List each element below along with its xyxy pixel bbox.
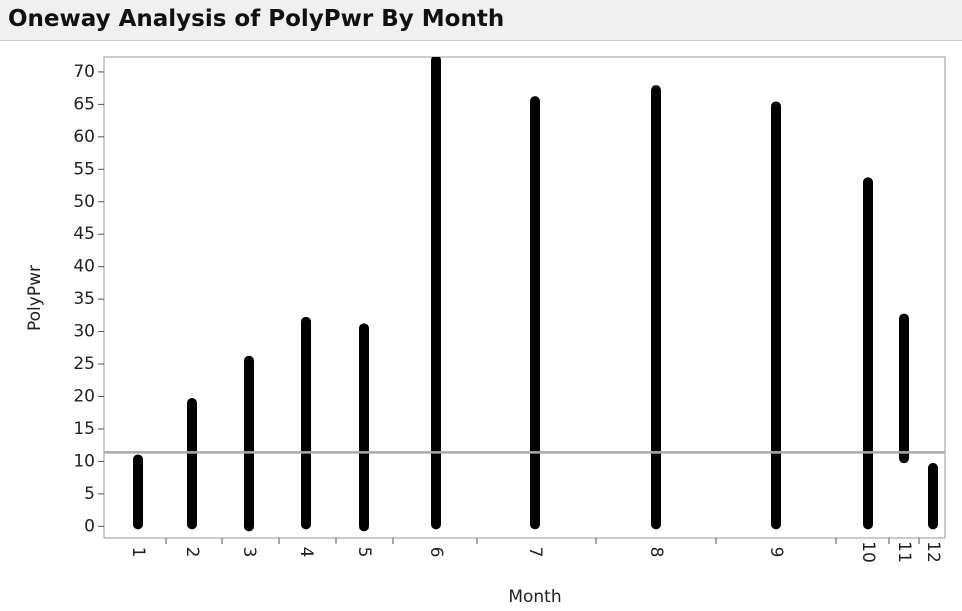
point-column: [187, 397, 197, 530]
y-tick-label: 60: [73, 127, 95, 147]
y-tick-label: 55: [73, 159, 95, 179]
x-tick-label: 11: [894, 541, 914, 563]
plot-frame: [103, 56, 946, 539]
x-tick-label: 2: [182, 547, 202, 558]
chart-title: Oneway Analysis of PolyPwr By Month: [8, 6, 505, 32]
y-tick-label: 25: [73, 354, 95, 374]
point-column: [863, 177, 873, 530]
y-tick-label: 45: [73, 224, 95, 244]
x-tick-label: 9: [766, 547, 786, 558]
y-axis-label: PolyPwr: [25, 265, 45, 331]
y-tick-label: 50: [73, 192, 95, 212]
point-column: [899, 313, 909, 464]
y-tick-label: 70: [73, 62, 95, 82]
x-axis-label: Month: [508, 587, 561, 607]
y-tick-label: 15: [73, 419, 95, 439]
point-column: [244, 355, 254, 532]
x-tick-label: 7: [525, 547, 545, 558]
point-column: [530, 96, 540, 530]
y-tick-label: 5: [84, 484, 95, 504]
point-column: [133, 454, 143, 530]
x-tick-label: 1: [128, 547, 148, 558]
x-tick-label: 6: [426, 547, 446, 558]
y-tick-label: 35: [73, 289, 95, 309]
point-column: [431, 57, 441, 530]
point-column: [771, 101, 781, 530]
x-tick-label: 5: [354, 547, 374, 558]
point-column: [301, 316, 311, 530]
x-tick-label: 4: [296, 547, 316, 558]
y-tick-label: 30: [73, 322, 95, 342]
y-tick-label: 65: [73, 94, 95, 114]
y-tick-label: 40: [73, 257, 95, 277]
y-tick-label: 20: [73, 386, 95, 406]
point-column: [928, 462, 938, 530]
title-bar: Oneway Analysis of PolyPwr By Month: [0, 0, 962, 41]
x-tick-label: 8: [646, 547, 666, 558]
plot-area: [104, 57, 945, 532]
point-column: [651, 85, 661, 530]
x-tick-label: 12: [923, 541, 943, 563]
y-tick-label: 10: [73, 451, 95, 471]
x-tick-label: 3: [239, 547, 259, 558]
x-tick-label: 10: [858, 541, 878, 563]
point-column: [359, 323, 369, 532]
y-tick-label: 0: [84, 516, 95, 536]
